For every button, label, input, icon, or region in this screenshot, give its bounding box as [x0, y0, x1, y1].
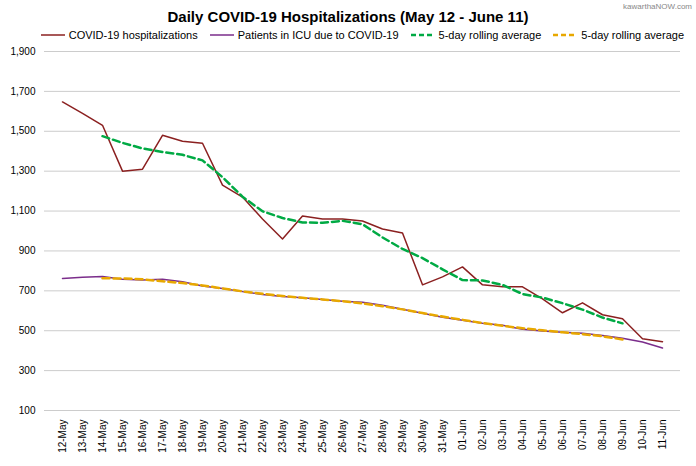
svg-text:01-Jun: 01-Jun	[457, 420, 468, 451]
svg-text:02-Jun: 02-Jun	[477, 420, 488, 451]
svg-text:05-Jun: 05-Jun	[537, 420, 548, 451]
svg-text:31-May: 31-May	[437, 420, 448, 453]
html-text:Daily COVID-19 Hospitalization: Daily COVID-19 Hospitalizations (May 12 …	[167, 8, 529, 25]
svg-text:09-Jun: 09-Jun	[617, 420, 628, 451]
svg-text:15-May: 15-May	[117, 420, 128, 453]
svg-text:10-Jun: 10-Jun	[637, 420, 648, 451]
svg-text:1,900: 1,900	[10, 46, 35, 57]
svg-text:22-May: 22-May	[257, 420, 268, 453]
svg-text:700: 700	[19, 285, 36, 296]
svg-text:07-Jun: 07-Jun	[577, 420, 588, 451]
svg-text:27-May: 27-May	[357, 420, 368, 453]
svg-text:1,100: 1,100	[10, 205, 35, 216]
svg-text:1,700: 1,700	[10, 86, 35, 97]
html-text:COVID-19 hospitalizations: COVID-19 hospitalizations	[68, 29, 198, 41]
svg-text:28-May: 28-May	[377, 420, 388, 453]
svg-text:25-May: 25-May	[317, 420, 328, 453]
html-text:Patients in ICU due to COVID-1: Patients in ICU due to COVID-19	[237, 29, 399, 41]
html-text:kawarthaNOW.com: kawarthaNOW.com	[623, 2, 692, 11]
svg-text:500: 500	[19, 325, 36, 336]
svg-text:03-Jun: 03-Jun	[497, 420, 508, 451]
svg-text:30-May: 30-May	[417, 420, 428, 453]
svg-text:1,500: 1,500	[10, 125, 35, 136]
svg-text:17-May: 17-May	[157, 420, 168, 453]
svg-text:900: 900	[19, 245, 36, 256]
svg-text:18-May: 18-May	[177, 420, 188, 453]
svg-text:04-Jun: 04-Jun	[517, 420, 528, 451]
svg-text:23-May: 23-May	[277, 420, 288, 453]
svg-text:300: 300	[19, 365, 36, 376]
svg-text:13-May: 13-May	[77, 420, 88, 453]
svg-text:12-May: 12-May	[57, 420, 68, 453]
svg-text:21-May: 21-May	[237, 420, 248, 453]
svg-text:16-May: 16-May	[137, 420, 148, 453]
svg-text:29-May: 29-May	[397, 420, 408, 453]
svg-text:1,300: 1,300	[10, 165, 35, 176]
svg-text:24-May: 24-May	[297, 420, 308, 453]
svg-text:08-Jun: 08-Jun	[597, 420, 608, 451]
svg-text:06-Jun: 06-Jun	[557, 420, 568, 451]
svg-text:26-May: 26-May	[337, 420, 348, 453]
html-text:5-day rolling average: 5-day rolling average	[581, 29, 684, 41]
html-text:5-day rolling average: 5-day rolling average	[438, 29, 542, 41]
svg-text:11-Jun: 11-Jun	[657, 420, 668, 450]
svg-text:100: 100	[19, 405, 36, 416]
svg-text:19-May: 19-May	[197, 420, 208, 453]
svg-text:20-May: 20-May	[217, 420, 228, 453]
svg-text:14-May: 14-May	[97, 420, 108, 453]
